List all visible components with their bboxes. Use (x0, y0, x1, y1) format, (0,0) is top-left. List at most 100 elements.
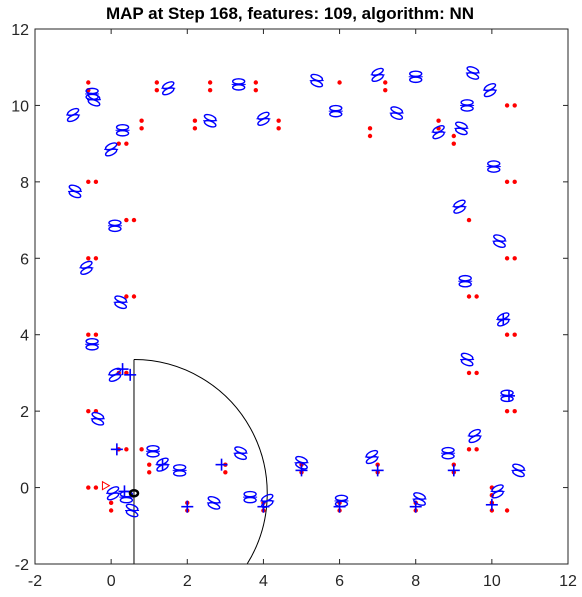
landmark-point (147, 462, 152, 467)
landmark-estimate-ellipse (256, 111, 271, 126)
landmark-estimate-ellipse (161, 81, 176, 96)
landmark-estimate-marker (118, 485, 131, 498)
y-tick-label: 8 (20, 175, 29, 192)
landmark-point (124, 447, 129, 452)
landmark-estimate-ellipse (79, 260, 94, 276)
landmark-estimate-ellipse (85, 337, 100, 351)
landmark-estimate-ellipse (119, 490, 134, 504)
landmark-estimate-ellipse (460, 99, 475, 112)
landmark-estimate-marker (124, 368, 137, 381)
landmark-estimate-marker (497, 313, 510, 326)
landmark-point (504, 408, 510, 414)
landmark-point (512, 103, 517, 108)
landmark-point (466, 294, 472, 299)
landmark-point (86, 408, 91, 414)
landmark-point (124, 370, 129, 376)
landmark-point (337, 80, 342, 85)
landmark-estimate-ellipse (67, 184, 82, 199)
landmark-point (124, 294, 129, 299)
landmark-estimate-ellipse (452, 199, 467, 214)
landmark-estimate-marker (447, 464, 460, 477)
landmark-estimate-ellipse (334, 494, 349, 508)
landmark-point (504, 179, 510, 185)
landmark-point (504, 103, 510, 108)
robot-heading-marker (101, 480, 111, 491)
landmark-point (207, 80, 213, 85)
landmark-estimate-ellipse (294, 455, 309, 470)
landmark-point (253, 80, 259, 85)
landmark-point (86, 80, 91, 85)
landmark-estimate-ellipse (460, 352, 475, 367)
y-tick-label: 10 (11, 98, 29, 115)
landmark-point (451, 133, 456, 139)
landmark-estimate-marker (409, 500, 422, 513)
landmark-estimate-ellipse (482, 82, 497, 98)
landmark-point (131, 217, 137, 223)
landmark-point (474, 294, 479, 299)
landmark-estimate-ellipse (370, 67, 385, 83)
landmark-estimate-ellipse (431, 125, 446, 140)
y-tick-label: -2 (15, 557, 29, 574)
landmark-estimate-marker (257, 500, 270, 513)
landmark-point (154, 87, 160, 93)
landmark-estimate-marker (333, 500, 346, 513)
y-tick-label: 6 (20, 251, 29, 268)
landmark-point (474, 447, 479, 452)
landmark-point (466, 370, 472, 376)
landmark-estimate-ellipse (309, 73, 324, 88)
landmark-point (93, 256, 99, 261)
landmark-estimate-ellipse (106, 486, 121, 501)
x-tick-label: 2 (183, 573, 192, 590)
robot-pose (128, 489, 140, 498)
landmark-estimate-marker (485, 498, 498, 511)
landmark-estimate-marker (110, 443, 123, 456)
plot-area-frame (34, 28, 569, 565)
y-tick-label: 0 (20, 481, 29, 498)
x-tick-label: 8 (411, 573, 420, 590)
landmark-estimate-ellipse (206, 495, 221, 510)
landmark-estimate-ellipse (172, 464, 187, 477)
landmark-estimate-ellipse (90, 411, 105, 426)
landmark-estimate-ellipse (490, 484, 505, 499)
landmark-estimate-ellipse (146, 444, 161, 458)
y-tick-label: 12 (11, 22, 29, 39)
landmark-point (512, 408, 517, 414)
sensor-range-arc (133, 359, 268, 564)
landmark-point (512, 256, 517, 261)
landmark-point (512, 332, 517, 337)
landmark-estimate-ellipse (104, 142, 119, 157)
x-tick-label: 0 (107, 573, 116, 590)
landmark-point (192, 126, 198, 131)
landmark-point (504, 508, 510, 513)
landmark-point (367, 126, 373, 131)
landmark-estimate-ellipse (364, 449, 379, 465)
landmark-estimate-marker (502, 389, 515, 402)
landmark-estimate-ellipse (492, 234, 507, 248)
landmark-point (192, 118, 198, 123)
landmark-point (383, 87, 388, 93)
x-tick-label: -2 (28, 573, 42, 590)
landmark-estimate-marker (116, 363, 129, 376)
landmark-point (93, 332, 99, 337)
landmark-point (93, 485, 99, 490)
landmark-point (474, 370, 479, 376)
landmark-point (512, 179, 517, 185)
landmark-point (124, 217, 129, 223)
landmark-point (86, 179, 91, 185)
landmark-estimate-ellipse (125, 503, 140, 518)
landmark-estimate-ellipse (408, 70, 423, 84)
landmark-estimate-ellipse (87, 92, 102, 107)
landmark-estimate-ellipse (441, 446, 456, 460)
x-tick-label: 4 (259, 573, 268, 590)
landmark-point (139, 447, 144, 452)
landmark-estimate-ellipse (243, 490, 258, 504)
landmark-estimate-ellipse (231, 78, 246, 91)
x-tick-label: 12 (559, 573, 577, 590)
landmark-estimate-ellipse (115, 123, 130, 137)
landmark-estimate-ellipse (465, 66, 480, 80)
landmark-estimate-ellipse (454, 121, 469, 136)
landmark-point (86, 256, 91, 261)
landmark-point (154, 80, 160, 85)
y-tick-label: 2 (20, 404, 29, 421)
